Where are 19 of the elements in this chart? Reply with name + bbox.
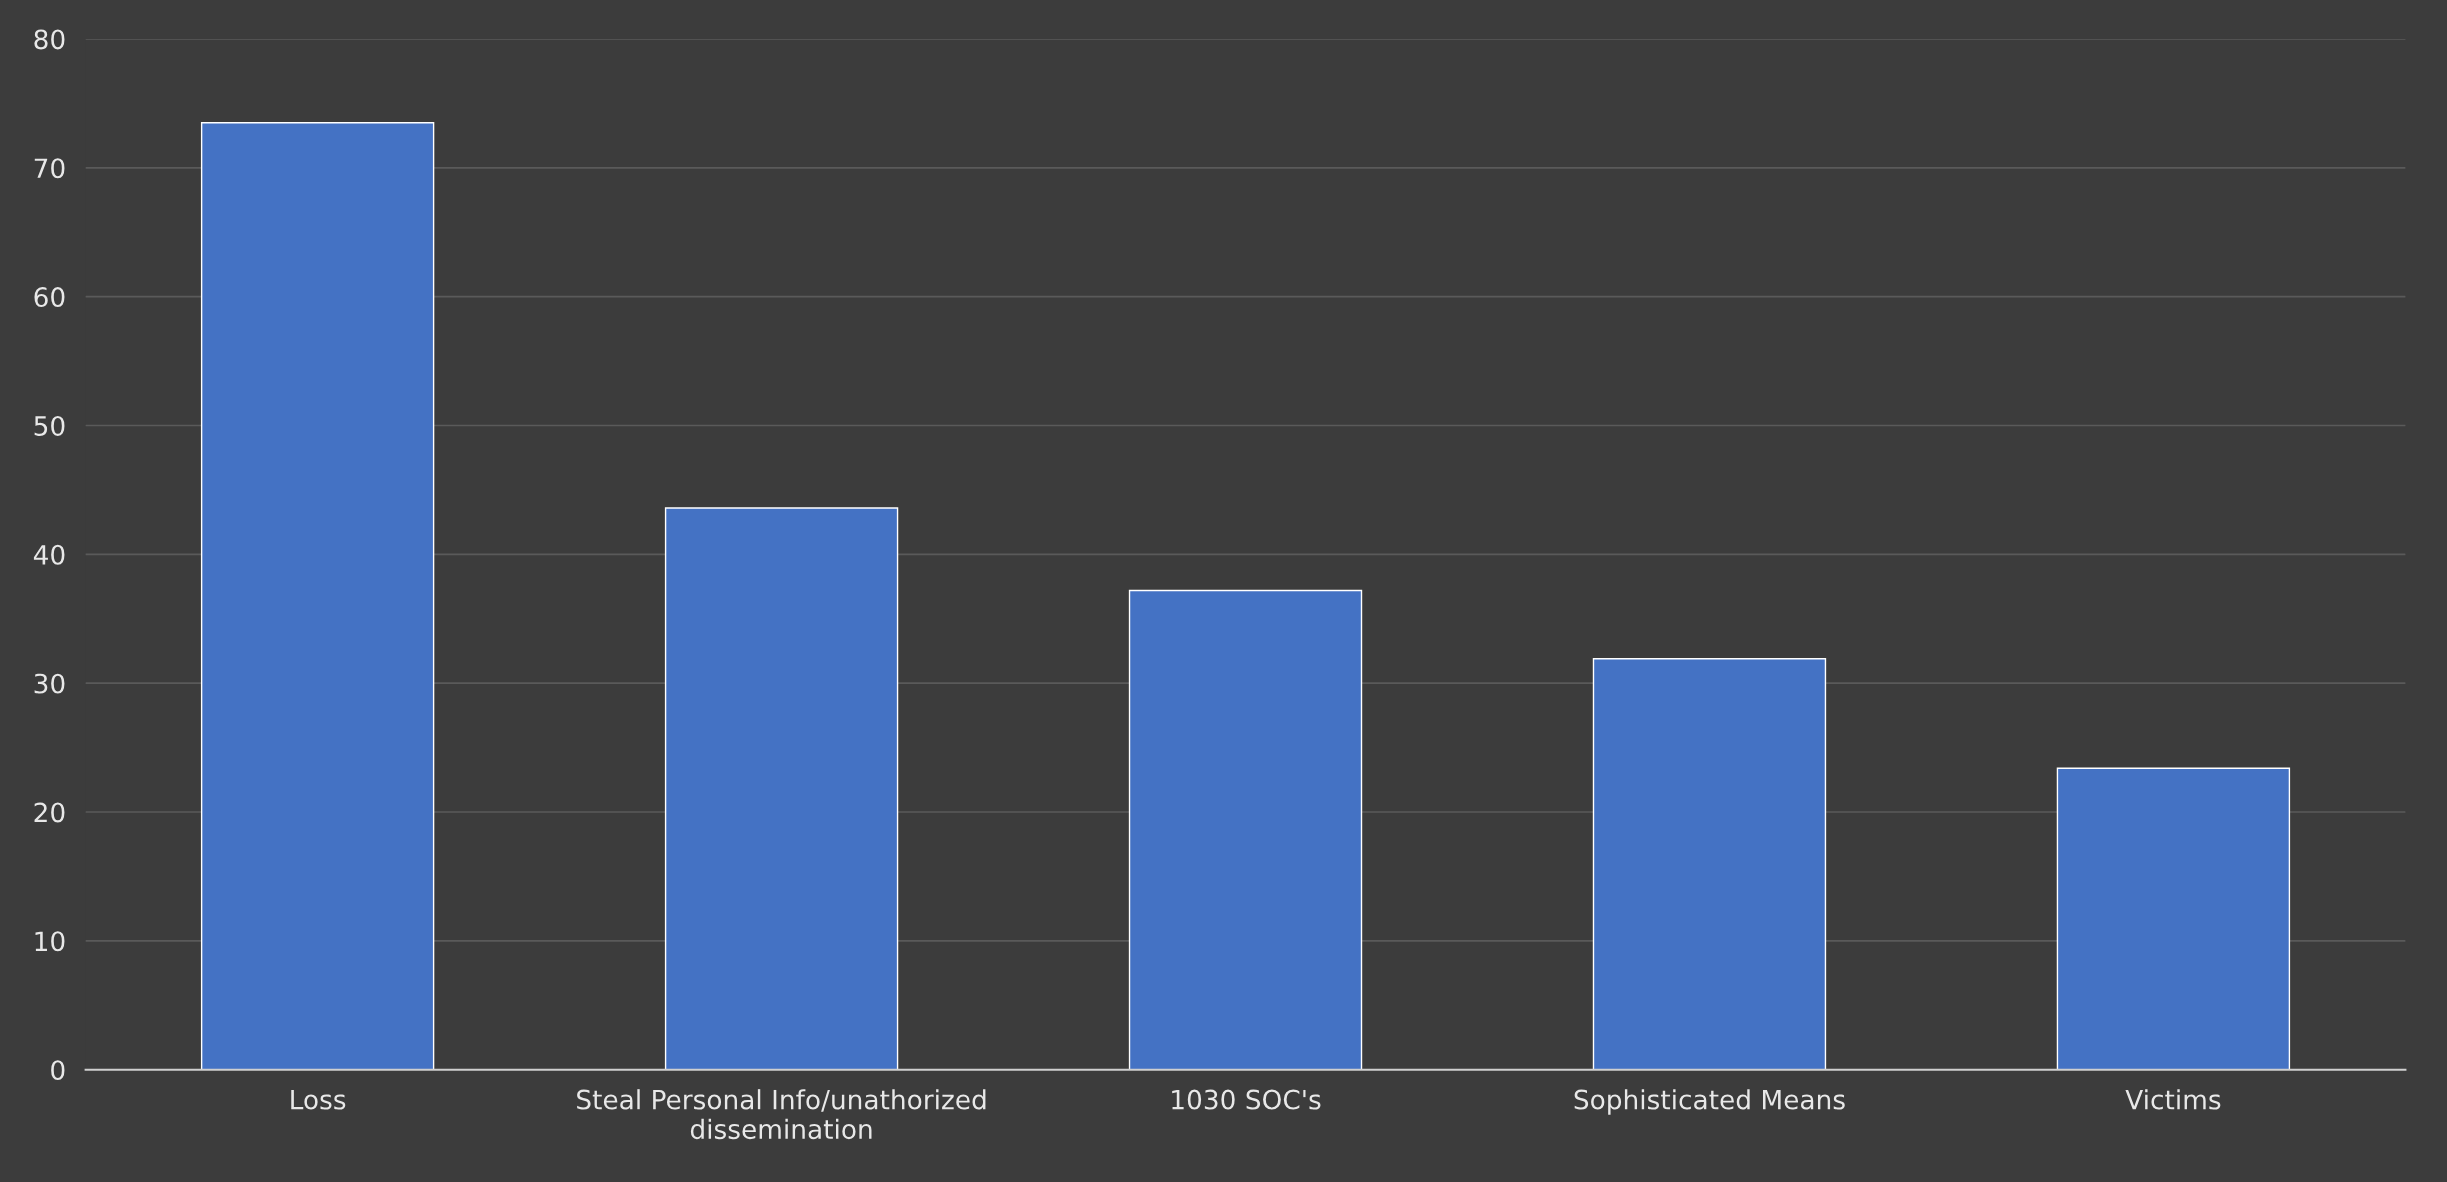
- y-tick-label: 10: [35, 931, 65, 952]
- bar: [200, 122, 435, 1070]
- bar: [1128, 589, 1363, 1070]
- bar: [1592, 658, 1827, 1070]
- bar: [2056, 767, 2291, 1070]
- y-tick-label: 70: [34, 158, 65, 179]
- x-tick-label: 1030 SOC's: [1172, 1089, 1321, 1110]
- x-tick-label: Victims: [2125, 1089, 2221, 1110]
- bar: [664, 507, 899, 1070]
- x-tick-label: Steal Personal Info/unathorized dissemination: [577, 1089, 986, 1140]
- y-tick-label: 50: [34, 415, 65, 436]
- y-tick-label: 0: [51, 1060, 65, 1081]
- y-tick-label: 20: [34, 802, 65, 823]
- x-tick-label: Loss: [291, 1089, 346, 1110]
- x-tick-label: Sophisticated Means: [1574, 1089, 1845, 1115]
- y-tick-label: 30: [34, 673, 65, 694]
- y-tick-label: 80: [34, 29, 65, 50]
- y-tick-label: 40: [33, 544, 65, 565]
- y-tick-label: 60: [34, 287, 65, 308]
